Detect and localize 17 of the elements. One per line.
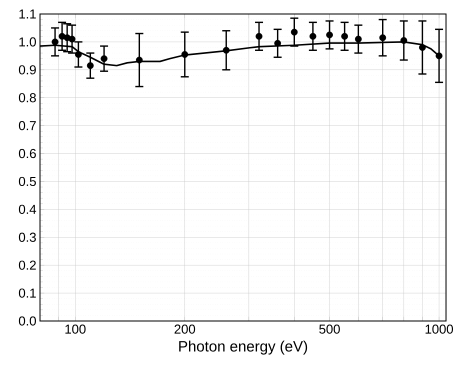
y-tick-label: 0.5	[18, 176, 36, 186]
y-tick-label: 1.0	[19, 37, 36, 47]
y-tick-label: 0.7	[18, 121, 36, 130]
y-tick-label: 0.1	[18, 288, 36, 298]
x-tick-label: 100	[65, 324, 86, 334]
y-tick-label: 0.8	[18, 93, 36, 102]
y-tick-label: 1.1	[19, 10, 36, 18]
x-axis-title: Photon energy (eV)	[179, 340, 308, 355]
y-tick-label: 0.9	[18, 65, 36, 74]
y-tick-label: 0.3	[18, 232, 36, 242]
y-tick-label: 0.4	[18, 204, 36, 214]
y-tick-label: 0.2	[18, 260, 36, 270]
x-tick-label: 1000	[426, 324, 454, 334]
y-tick-label: 0.0	[18, 316, 36, 326]
y-tick-label: 0.6	[18, 148, 36, 158]
x-tick-label: 200	[174, 324, 196, 334]
x-tick-label: 500	[319, 324, 340, 334]
